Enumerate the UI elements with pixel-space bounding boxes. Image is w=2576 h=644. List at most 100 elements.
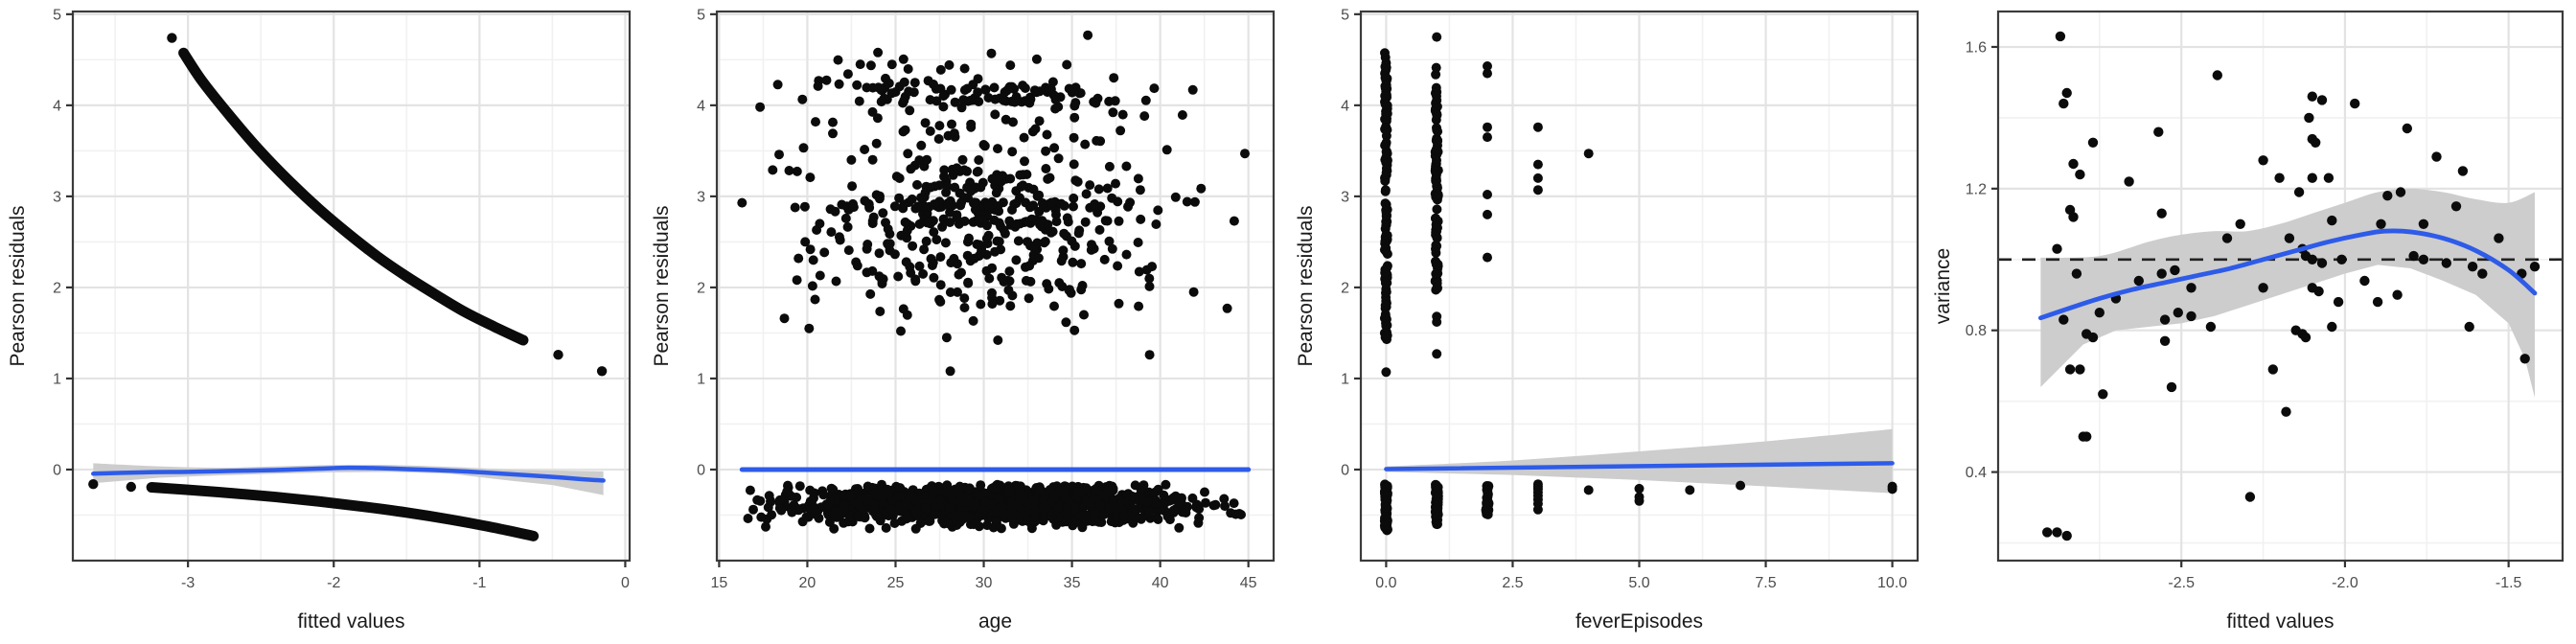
- data-point: [854, 499, 863, 510]
- data-point: [1064, 286, 1074, 295]
- data-point: [886, 59, 897, 70]
- data-point: [1382, 108, 1392, 119]
- data-point: [2205, 321, 2217, 333]
- data-point: [993, 335, 1003, 345]
- x-tick-label: 0.0: [1375, 575, 1396, 591]
- data-point: [903, 64, 913, 74]
- data-point: [1194, 504, 1205, 515]
- data-point: [1029, 242, 1040, 253]
- data-point: [875, 307, 886, 316]
- data-point: [1483, 68, 1492, 79]
- data-point: [2159, 314, 2171, 325]
- x-tick-label: 25: [887, 575, 905, 591]
- data-point: [956, 103, 967, 113]
- data-point: [2082, 431, 2092, 442]
- data-point: [886, 504, 896, 515]
- data-point: [2418, 218, 2429, 229]
- data-point: [1043, 173, 1053, 184]
- y-tick-label: 2: [697, 280, 705, 296]
- residual-curve-band: [146, 482, 540, 541]
- data-point: [1117, 109, 1128, 120]
- data-point: [896, 326, 906, 336]
- data-point: [935, 494, 946, 505]
- y-tick-label: 4: [1341, 98, 1349, 114]
- data-point: [824, 517, 835, 527]
- data-point: [1432, 155, 1441, 166]
- data-point: [928, 488, 938, 498]
- data-point: [1041, 164, 1051, 173]
- data-point: [983, 200, 994, 211]
- data-point: [2274, 172, 2285, 183]
- panel-pearson-residuals-vs-feverepisodes: 0.0 2.5 5.0 7.5 10.0 0 1 2 3 4 5 feverEpisodes Pears…: [1288, 0, 1932, 644]
- data-point: [2075, 364, 2085, 375]
- data-point: [1432, 511, 1442, 521]
- data-point: [1061, 506, 1071, 517]
- data-point: [1381, 137, 1392, 148]
- data-point: [1104, 236, 1115, 246]
- data-point: [867, 265, 878, 276]
- data-point: [1085, 180, 1095, 191]
- data-point: [1177, 110, 1187, 120]
- data-point: [2212, 70, 2222, 80]
- data-point: [1109, 73, 1119, 83]
- smooth-line: [2037, 228, 2538, 321]
- data-point: [945, 288, 955, 297]
- data-point: [1240, 149, 1250, 159]
- data-point: [883, 224, 893, 234]
- data-point: [2235, 218, 2245, 229]
- y-tick-label: 5: [1341, 7, 1349, 23]
- x-tick-label: -3: [181, 575, 195, 591]
- data-point: [1059, 200, 1070, 211]
- data-point: [1004, 266, 1015, 277]
- data-point: [1003, 485, 1014, 495]
- data-point: [959, 216, 970, 226]
- data-point: [786, 504, 796, 515]
- strip-column: [1481, 481, 1494, 519]
- data-point: [1187, 493, 1198, 503]
- data-point: [1044, 284, 1054, 294]
- data-point: [1013, 501, 1024, 511]
- data-point: [1072, 487, 1083, 497]
- data-point: [1113, 261, 1123, 271]
- data-point: [1136, 214, 1146, 224]
- data-point: [1047, 226, 1058, 237]
- x-tick-label: -2: [327, 575, 340, 591]
- data-point: [980, 84, 991, 95]
- data-point: [1123, 201, 1133, 212]
- data-point: [1070, 112, 1080, 123]
- data-point: [808, 255, 818, 265]
- data-point: [925, 95, 935, 105]
- y-tick-label: 3: [53, 189, 61, 205]
- data-point: [2156, 268, 2167, 279]
- data-point: [1151, 513, 1162, 523]
- data-point: [1015, 170, 1025, 180]
- data-point: [862, 82, 872, 93]
- data-point: [1016, 181, 1026, 192]
- data-point: [979, 496, 990, 507]
- data-point: [1105, 503, 1115, 514]
- data-point: [1182, 196, 1192, 207]
- data-point: [974, 97, 984, 106]
- data-point: [923, 217, 932, 227]
- data-point: [1053, 153, 1064, 164]
- data-point: [1381, 170, 1392, 180]
- data-point: [906, 492, 916, 501]
- data-point: [1056, 256, 1067, 266]
- data-point: [929, 227, 939, 238]
- data-point: [1133, 238, 1143, 247]
- data-point: [840, 213, 851, 223]
- data-point: [743, 514, 753, 523]
- data-point: [768, 165, 778, 175]
- data-point: [2094, 308, 2104, 318]
- data-point: [943, 198, 953, 209]
- data-point: [1164, 515, 1175, 525]
- data-point: [963, 484, 974, 494]
- data-point: [792, 275, 802, 286]
- data-point: [871, 138, 882, 149]
- data-point: [1379, 244, 1390, 255]
- data-point: [2464, 321, 2474, 333]
- scatter-cluster: [867, 213, 1162, 232]
- data-point: [1005, 301, 1016, 311]
- data-point: [942, 181, 953, 192]
- data-point: [1144, 273, 1155, 284]
